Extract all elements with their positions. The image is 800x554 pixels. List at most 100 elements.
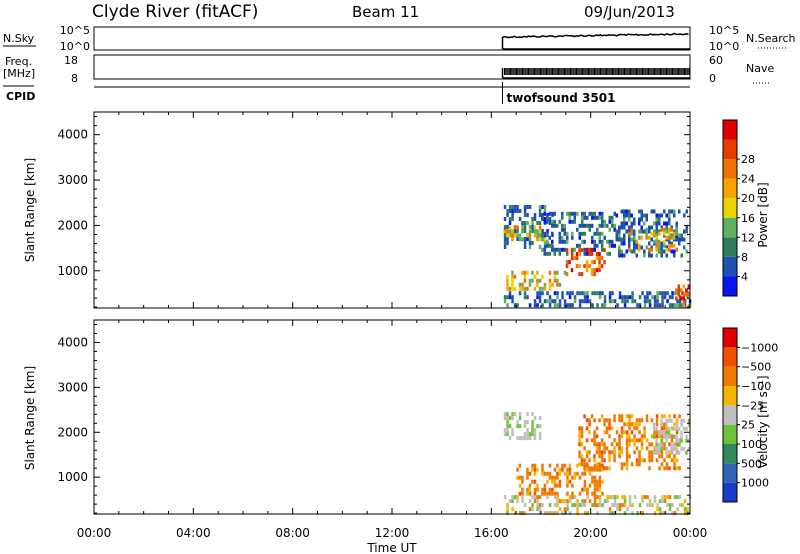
power-echo-cell bbox=[528, 233, 532, 238]
power-echo-cell bbox=[548, 217, 552, 221]
power-echo-cell bbox=[546, 233, 549, 237]
velocity-echo-cell bbox=[536, 503, 539, 508]
power-echo-cell bbox=[625, 213, 628, 218]
nsky-tick-top: 10^5 bbox=[60, 24, 90, 37]
power-colorbar-seg bbox=[723, 237, 737, 257]
power-echo-cell bbox=[556, 282, 559, 287]
power-echo-cell bbox=[548, 282, 552, 287]
velocity-echo-cell bbox=[620, 414, 624, 419]
velocity-echo-cell bbox=[548, 463, 552, 468]
velocity-echo-cell bbox=[655, 446, 658, 451]
power-echo-cell bbox=[588, 211, 591, 216]
velocity-echo-cell bbox=[652, 426, 656, 431]
velocity-echo-cell bbox=[531, 503, 534, 508]
velocity-echo-cell bbox=[618, 438, 621, 443]
velocity-echo-cell bbox=[583, 499, 587, 504]
velocity-echo-cell bbox=[516, 475, 519, 480]
power-echo-cell bbox=[660, 225, 663, 230]
velocity-echo-cell bbox=[553, 467, 557, 472]
velocity-echo-cell bbox=[677, 438, 681, 443]
velocity-echo-cell bbox=[581, 503, 584, 508]
velocity-echo-cell bbox=[623, 462, 626, 467]
velocity-echo-cell bbox=[528, 491, 532, 496]
velocity-echo-cell bbox=[588, 458, 591, 463]
power-echo-cell bbox=[523, 245, 527, 249]
power-echo-cell bbox=[655, 235, 658, 240]
velocity-echo-cell bbox=[657, 450, 661, 455]
power-echo-cell bbox=[675, 296, 678, 301]
velocity-echo-cell bbox=[628, 438, 631, 443]
power-echo-cell bbox=[563, 270, 567, 275]
power-echo-cell bbox=[621, 295, 624, 300]
velocity-echo-cell bbox=[516, 436, 519, 441]
power-echo-cell bbox=[565, 248, 569, 253]
velocity-echo-cell bbox=[538, 424, 542, 429]
power-echo-cell bbox=[585, 248, 589, 253]
velocity-echo-cell bbox=[603, 450, 606, 455]
power-echo-cell bbox=[643, 303, 647, 308]
velocity-echo-cell bbox=[643, 426, 646, 431]
power-echo-cell bbox=[583, 251, 586, 256]
velocity-echo-cell bbox=[623, 422, 626, 427]
power-echo-cell bbox=[511, 274, 514, 279]
velocity-echo-cell bbox=[586, 495, 589, 500]
velocity-echo-cell bbox=[638, 462, 641, 467]
power-echo-cell bbox=[593, 247, 596, 252]
power-echo-cell bbox=[637, 235, 641, 240]
velocity-colorbar-frame bbox=[722, 327, 738, 503]
power-echo-cell bbox=[638, 217, 641, 222]
velocity-echo-cell bbox=[558, 479, 562, 484]
velocity-echo-cell bbox=[543, 483, 547, 488]
velocity-echo-cell bbox=[596, 511, 599, 516]
velocity-echo-cell bbox=[628, 426, 631, 431]
power-echo-cell bbox=[543, 219, 546, 224]
velocity-echo-cell bbox=[571, 475, 574, 480]
velocity-echo-cell bbox=[526, 412, 529, 417]
power-echo-cell bbox=[667, 243, 671, 248]
power-echo-cell bbox=[660, 253, 663, 258]
velocity-echo-cell bbox=[638, 458, 641, 463]
power-echo-cell bbox=[647, 235, 651, 240]
power-colorbar-seg bbox=[723, 159, 737, 179]
velocity-echo-cell bbox=[553, 479, 557, 484]
velocity-echo-cell bbox=[578, 503, 582, 508]
power-echo-cell bbox=[652, 239, 656, 244]
velocity-echo-cell bbox=[595, 446, 599, 451]
power-echo-cell bbox=[558, 231, 561, 236]
velocity-colorbar-label: −25 bbox=[741, 399, 764, 412]
power-echo-cell bbox=[578, 252, 581, 257]
power-echo-cell bbox=[538, 245, 542, 249]
power-echo-cell bbox=[675, 221, 678, 226]
power-echo-cell bbox=[536, 282, 539, 287]
power-colorbar: 4 8 12 16 20 24 28 bbox=[722, 119, 755, 297]
velocity-echo-cell bbox=[675, 430, 679, 435]
velocity-echo-cell bbox=[603, 458, 606, 463]
velocity-echo-cell bbox=[608, 450, 611, 455]
power-axes: 1000 2000 3000 4000 bbox=[57, 112, 691, 308]
power-echo-cell bbox=[528, 282, 532, 287]
power-echo-cell bbox=[533, 303, 537, 308]
velocity-echo-cell bbox=[580, 462, 584, 467]
velocity-ytick-label: 1000 bbox=[57, 470, 88, 484]
velocity-echo-cell bbox=[625, 466, 629, 471]
velocity-echo-cell bbox=[658, 511, 662, 516]
velocity-echo-cell bbox=[516, 499, 519, 504]
power-echo-cell bbox=[628, 295, 632, 300]
power-echo-cell bbox=[677, 284, 681, 289]
velocity-echo-cell bbox=[615, 430, 619, 435]
power-echo-cell bbox=[503, 217, 507, 221]
velocity-echo-cell bbox=[680, 430, 683, 435]
power-echo-cell bbox=[608, 219, 611, 224]
velocity-echo-cell bbox=[551, 475, 554, 480]
power-echo-cell bbox=[678, 233, 681, 238]
power-echo-cell bbox=[650, 231, 653, 236]
velocity-echo-cell bbox=[608, 454, 611, 459]
velocity-echo-cell bbox=[655, 418, 659, 423]
velocity-echo-cell bbox=[633, 495, 637, 500]
power-echo-cell bbox=[543, 205, 547, 209]
velocity-echo-cell bbox=[578, 450, 581, 455]
velocity-echo-cell bbox=[608, 511, 612, 516]
velocity-echo-cell bbox=[578, 442, 581, 447]
power-echo-cell bbox=[541, 303, 544, 308]
velocity-echo-cell bbox=[596, 487, 599, 492]
